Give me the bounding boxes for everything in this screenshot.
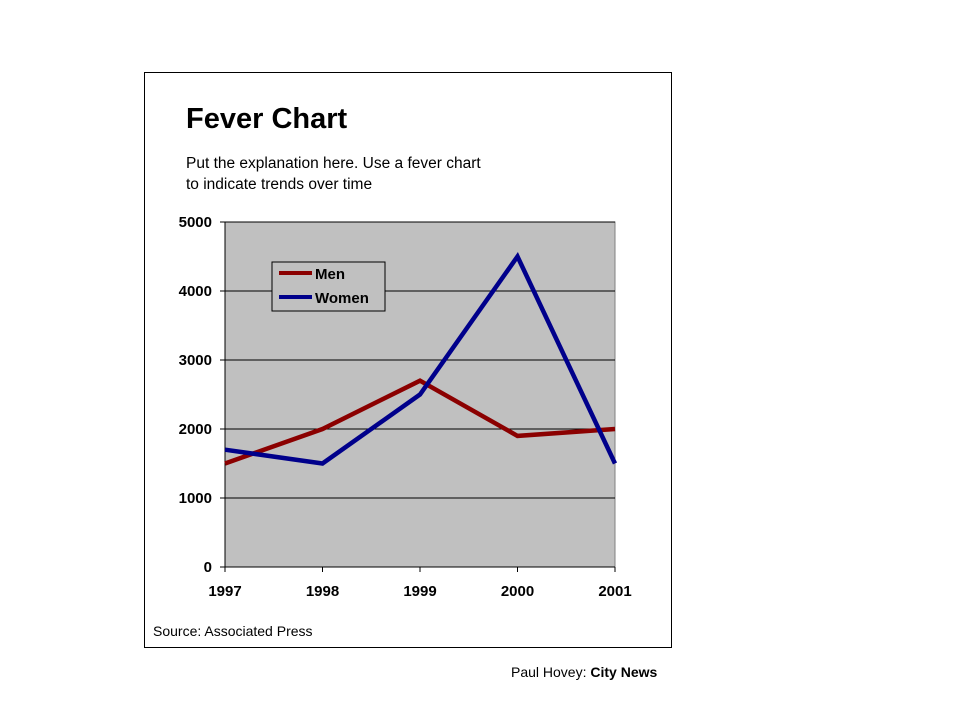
legend-label-women: Women <box>315 290 369 307</box>
x-tick-label: 1997 <box>208 583 241 600</box>
y-tick-label: 4000 <box>179 283 212 300</box>
subtitle-line-2: to indicate trends over time <box>186 176 373 193</box>
y-tick-label: 1000 <box>179 490 212 507</box>
series-line-women <box>224 252 618 466</box>
y-tick-label: 0 <box>204 559 212 576</box>
x-tick-label: 2000 <box>501 583 534 600</box>
subtitle-line-1: Put the explanation here. Use a fever ch… <box>186 155 481 172</box>
legend-box <box>271 261 386 312</box>
series-lines <box>224 252 618 466</box>
chart-subtitle: Put the explanation here. Use a fever ch… <box>186 153 566 195</box>
y-tick-label: 3000 <box>179 352 212 369</box>
x-tick-label: 1999 <box>403 583 436 600</box>
y-tick-label: 2000 <box>179 421 212 438</box>
x-axis-ticks: 1997 1998 1999 2000 2001 <box>208 567 632 600</box>
y-axis-ticks: 0 1000 2000 3000 4000 5000 <box>179 214 225 576</box>
credit-line: Paul Hovey: City News <box>511 664 657 680</box>
chart-title: Fever Chart <box>186 103 348 135</box>
legend: Men Women <box>271 261 386 312</box>
x-tick-label: 2001 <box>598 583 631 600</box>
credit-org: City News <box>590 664 658 680</box>
y-tick-label: 5000 <box>179 214 212 231</box>
credit-author: Paul Hovey: <box>511 664 587 680</box>
source-note: Source: Associated Press <box>153 623 313 639</box>
x-tick-label: 1998 <box>306 583 339 600</box>
series-line-men <box>224 378 616 466</box>
legend-label-men: Men <box>315 266 345 283</box>
